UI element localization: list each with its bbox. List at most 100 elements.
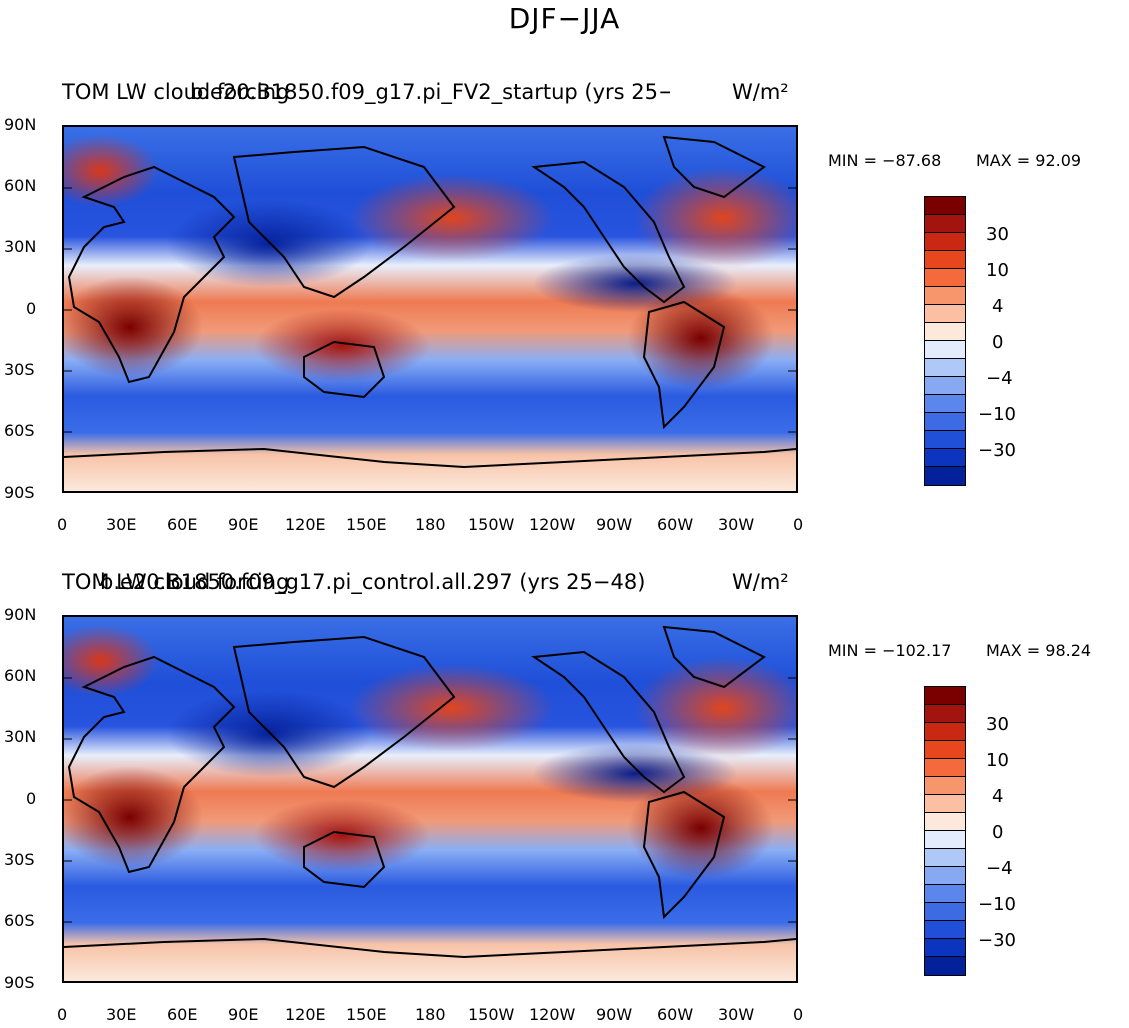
greenland-coast [662,625,766,689]
panel-2-min-label: MIN = −102.17 [828,641,952,660]
colorbar-swatch [925,359,965,377]
panel-1-lat-label: 90S [4,483,35,502]
south-america-coast [642,300,726,430]
panel-2-field-title: TOM LW cloud forcing [62,570,290,594]
colorbar-swatch [925,323,965,341]
panel-1-lon-label: 150W [468,515,515,534]
panel-2-units: W/m² [732,570,789,594]
panel-1-lat-label: 60S [4,421,35,440]
panel-1-coastlines [64,135,796,469]
colorbar-swatch [925,233,965,251]
panel-2-lon-label: 90W [596,1005,633,1024]
colorbar-swatch [925,777,965,795]
asia-coast [232,145,456,299]
panel-1-map [62,125,798,493]
panel-1-lon-label: 0 [793,515,804,534]
panel-2-colorbar-label: −30 [978,930,1016,951]
panel-1-colorbar-label: 4 [992,296,1004,317]
panel-1-lon-label: 90E [228,515,259,534]
panel-1-colorbar-label: −10 [978,404,1016,425]
panel-2-max-label: MAX = 98.24 [986,641,1092,660]
panel-1-lon-label: 0 [57,515,68,534]
colorbar-swatch [925,723,965,741]
colorbar-swatch [925,939,965,957]
colorbar-swatch [925,921,965,939]
colorbar-swatch [925,215,965,233]
panel-2-lon-label: 120E [285,1005,326,1024]
north-america-coast [531,650,686,794]
colorbar-swatch [925,795,965,813]
panel-2-lat-label: 60S [4,911,35,930]
colorbar-swatch [925,287,965,305]
panel-1-field-title: TOM LW cloud forcing [62,80,290,104]
panel-1-min-label: MIN = −87.68 [828,151,942,170]
asia-coast [232,635,456,789]
panel-2-lat-label: 90N [4,605,37,624]
panel-1-lon-label: 30W [718,515,755,534]
panel-2-lon-label: 180 [415,1005,446,1024]
panel-2-lat-label: 60N [4,666,37,685]
colorbar-swatch [925,849,965,867]
figure-title: DJF−JJA [508,2,621,35]
colorbar-swatch [925,831,965,849]
colorbar-swatch [925,395,965,413]
africa-europe-coast [67,655,236,874]
panel-2-colorbar-label: 30 [986,714,1009,735]
panel-1-lon-label: 90W [596,515,633,534]
panel-2-lon-label: 60W [657,1005,694,1024]
panel-1-colorbar-label: 0 [992,332,1004,353]
panel-1-lon-label: 120W [529,515,576,534]
panel-1-units: W/m² [732,80,789,104]
panel-1-lat-label: 90N [4,115,37,134]
panel-2-lon-label: 150W [468,1005,515,1024]
panel-2-map [62,615,798,983]
colorbar-swatch [925,431,965,449]
colorbar-swatch [925,377,965,395]
panel-2-colorbar-label: −4 [986,858,1013,879]
panel-2-colorbar-label: −10 [978,894,1016,915]
colorbar-swatch [925,251,965,269]
panel-2-lon-label: 30W [718,1005,755,1024]
panel-1-lon-label: 60W [657,515,694,534]
colorbar-swatch [925,341,965,359]
panel-1-colorbar-label: 30 [986,224,1009,245]
panel-2-case-title: b.e20.B1850.f09_g17.pi_control.all.297 (… [100,570,646,594]
panel-1-lon-label: 60E [167,515,198,534]
colorbar-swatch [925,449,965,467]
africa-europe-coast [67,165,236,384]
panel-2-lon-label: 0 [793,1005,804,1024]
north-america-coast [531,160,686,304]
panel-2-coastlines [64,625,796,959]
panel-2-lon-label: 120W [529,1005,576,1024]
colorbar-swatch [925,957,965,975]
colorbar-swatch [925,903,965,921]
colorbar-swatch [925,867,965,885]
panel-1-lon-label: 30E [106,515,137,534]
panel-2-lon-label: 60E [167,1005,198,1024]
panel-1-colorbar-label: −30 [978,440,1016,461]
panel-2-lat-label: 30N [4,727,37,746]
panel-2-colorbar-label: 4 [992,786,1004,807]
panel-1-lon-label: 180 [415,515,446,534]
colorbar-swatch [925,467,965,485]
australia-coast [303,340,386,399]
colorbar-swatch [925,305,965,323]
panel-1-lat-label: 30S [4,360,35,379]
antarctica-coast [64,937,796,959]
panel-2-colorbar-label: 0 [992,822,1004,843]
panel-1-lat-label: 60N [4,176,37,195]
australia-coast [303,830,386,889]
panel-2-lon-label: 0 [57,1005,68,1024]
panel-1-max-label: MAX = 92.09 [976,151,1082,170]
colorbar-swatch [925,687,965,705]
colorbar-swatch [925,813,965,831]
colorbar-swatch [925,759,965,777]
colorbar-swatch [925,413,965,431]
panel-1-lon-label: 120E [285,515,326,534]
panel-1-lon-label: 150E [346,515,387,534]
panel-2-lat-label: 30S [4,850,35,869]
panel-2-lon-label: 150E [346,1005,387,1024]
panel-2-lon-label: 30E [106,1005,137,1024]
colorbar-swatch [925,741,965,759]
colorbar-swatch [925,705,965,723]
